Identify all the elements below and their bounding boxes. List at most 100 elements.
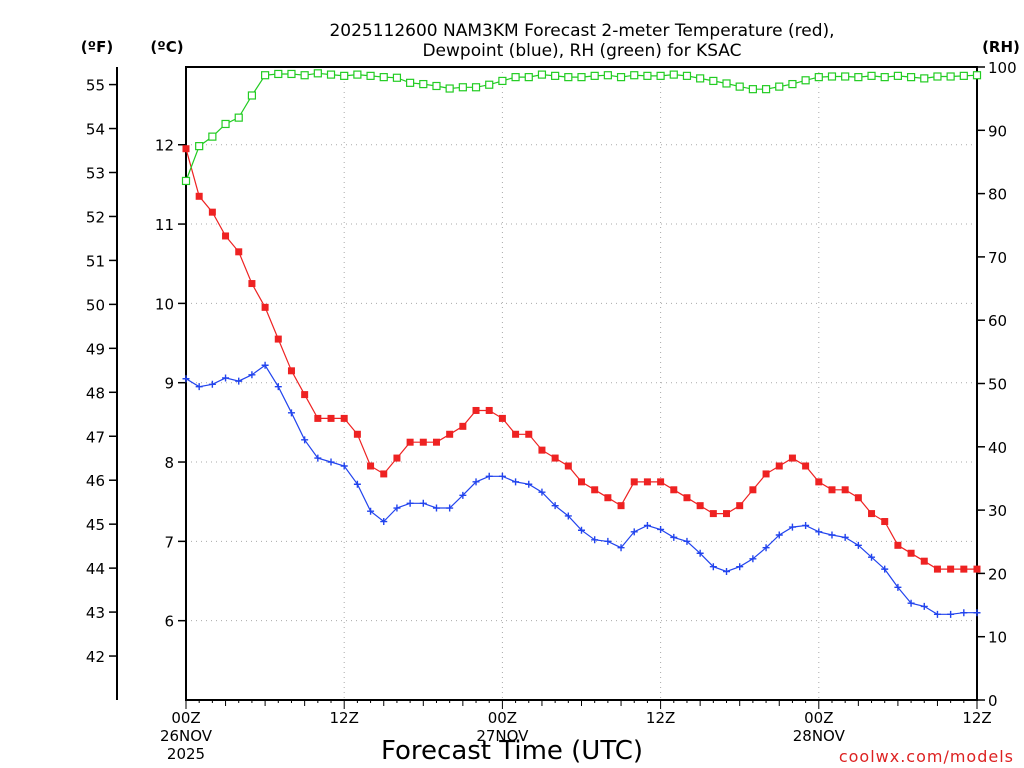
rh-point <box>656 71 665 80</box>
dewpoint-point <box>551 502 559 510</box>
fahrenheit-tick-label: 42 <box>86 648 105 666</box>
2-meter-temperature-point <box>907 549 915 557</box>
rh-tick-label: 20 <box>988 565 1007 583</box>
dewpoint-point <box>670 533 678 541</box>
dewpoint-point <box>762 544 770 552</box>
rh-point <box>419 79 428 89</box>
2-meter-temperature-point <box>367 462 375 470</box>
2-meter-temperature-point <box>933 565 941 573</box>
rh-point <box>920 74 929 83</box>
2-meter-temperature-point <box>287 367 295 375</box>
rh-tick-label: 90 <box>988 122 1007 140</box>
x-tick-label: 12Z <box>962 709 991 727</box>
rh-point <box>458 83 467 92</box>
celsius-tick-label: 11 <box>155 216 174 234</box>
2-meter-temperature-point <box>578 478 585 486</box>
x-tick-label: 12Z <box>330 709 359 727</box>
2-meter-temperature-point <box>815 478 823 486</box>
2-meter-temperature-point <box>512 430 520 438</box>
rh-point <box>208 132 217 141</box>
dewpoint-point <box>723 567 731 575</box>
rh-point <box>630 71 639 80</box>
dewpoint-point <box>920 602 928 610</box>
rh-point <box>261 71 270 80</box>
2-meter-temperature-point <box>604 494 612 502</box>
fahrenheit-tick-label: 53 <box>86 165 105 183</box>
rh-point <box>221 119 230 129</box>
rh-point <box>801 76 810 85</box>
rh-point <box>485 80 494 89</box>
2-meter-temperature-point <box>274 335 282 343</box>
dewpoint-point <box>208 380 216 388</box>
2-meter-temperature-point <box>222 232 230 240</box>
dewpoint-point <box>591 536 599 544</box>
rh-point <box>471 83 481 92</box>
rh-point <box>933 72 942 81</box>
rh-point <box>748 85 757 94</box>
2-meter-temperature-point <box>670 486 678 494</box>
rh-point <box>247 91 257 100</box>
rh-point <box>616 73 626 82</box>
dewpoint-point <box>538 488 546 496</box>
2-meter-temperature-point <box>301 391 309 399</box>
2-meter-temperature-point <box>920 557 928 565</box>
2-meter-temperature-point <box>406 438 414 446</box>
rh-point <box>392 73 402 82</box>
rh-point <box>682 71 692 80</box>
2-meter-temperature-point <box>868 510 876 518</box>
dewpoint-point <box>907 599 915 607</box>
2-meter-temperature-point <box>551 454 559 462</box>
celsius-tick-label: 7 <box>164 533 174 551</box>
fahrenheit-tick-label: 49 <box>86 340 105 358</box>
rh-point <box>511 73 520 82</box>
rh-tick-label: 30 <box>988 502 1007 520</box>
fahrenheit-tick-label: 46 <box>86 472 105 490</box>
rh-point <box>537 70 547 79</box>
rh-tick-label: 10 <box>988 629 1007 647</box>
rh-axis-label: (RH) <box>982 38 1020 56</box>
2-meter-temperature-point <box>393 454 401 462</box>
rh-tick-label: 60 <box>988 312 1007 330</box>
rh-point <box>788 79 797 89</box>
grid-lines <box>186 67 977 700</box>
2-meter-temperature-point <box>485 406 493 414</box>
dewpoint-point <box>512 478 520 486</box>
dewpoint-point <box>419 499 427 507</box>
dewpoint-point <box>933 610 941 618</box>
rh-point <box>880 73 889 82</box>
rh-point <box>959 71 968 80</box>
dewpoint-point <box>301 436 309 444</box>
2-meter-temperature-point <box>591 486 599 494</box>
credit-text: coolwx.com/models <box>839 747 1014 766</box>
dewpoint-point <box>749 555 757 563</box>
2-meter-temperature-point <box>881 518 889 526</box>
dewpoint-point <box>788 523 796 531</box>
dewpoint-point <box>683 537 691 545</box>
2-meter-temperature-point <box>894 541 902 549</box>
rh-point <box>946 72 955 81</box>
dewpoint-point <box>657 525 665 533</box>
celsius-tick-label: 8 <box>164 454 174 472</box>
rh-point <box>181 176 191 186</box>
rh-point <box>353 70 362 79</box>
dewpoint-point <box>630 528 638 536</box>
x-tick-date-label: 26NOV <box>160 727 213 745</box>
2-meter-temperature-point <box>788 454 796 462</box>
x-tick-year-label: 2025 <box>167 745 205 763</box>
2-meter-temperature-point <box>419 438 427 446</box>
fahrenheit-tick-label: 45 <box>86 516 105 534</box>
2-meter-temperature-point <box>564 462 572 470</box>
2-meter-temperature-point <box>432 438 440 446</box>
2-meter-temperature-point <box>973 565 981 573</box>
rh-point <box>841 72 850 81</box>
rh-tick-label: 100 <box>988 59 1017 77</box>
dewpoint-point <box>828 531 836 539</box>
dewpoint-point <box>485 472 493 480</box>
rh-point <box>735 82 744 91</box>
2-meter-temperature-point <box>340 414 348 422</box>
x-tick-date-label: 28NOV <box>793 727 846 745</box>
rh-point <box>603 71 612 80</box>
celsius-tick-label: 6 <box>164 613 174 631</box>
dewpoint-point <box>973 609 981 617</box>
